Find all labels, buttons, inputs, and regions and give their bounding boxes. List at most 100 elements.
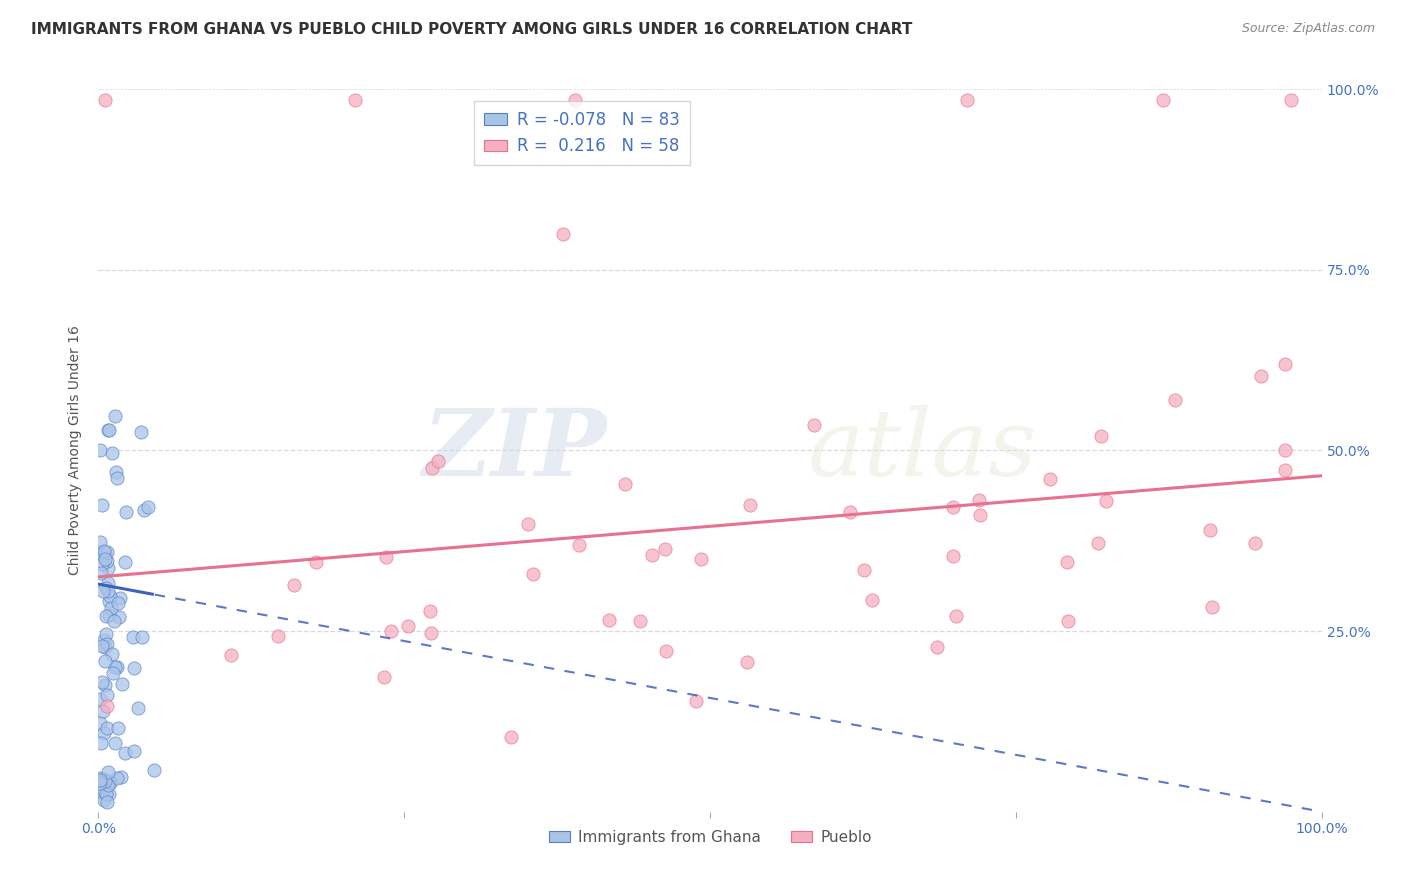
Point <box>942 500 965 514</box>
Point <box>89 692 111 706</box>
Point <box>501 731 523 745</box>
Point <box>96 688 118 702</box>
Point <box>1279 93 1302 107</box>
Point <box>89 773 111 788</box>
Point <box>852 563 875 577</box>
Point <box>93 632 115 647</box>
Point <box>267 629 290 643</box>
Point <box>127 701 149 715</box>
Point <box>956 93 979 107</box>
Point <box>97 583 120 598</box>
Point <box>105 470 128 484</box>
Point <box>97 765 120 780</box>
Point <box>143 764 166 778</box>
Point <box>735 655 758 669</box>
Point <box>522 567 544 582</box>
Point <box>122 630 145 644</box>
Point <box>97 773 120 788</box>
Point <box>564 93 586 107</box>
Point <box>375 549 398 564</box>
Point <box>90 557 112 571</box>
Point <box>96 582 118 596</box>
Text: atlas: atlas <box>808 406 1038 495</box>
Point <box>104 409 127 424</box>
Point <box>628 614 651 628</box>
Legend: Immigrants from Ghana, Pueblo: Immigrants from Ghana, Pueblo <box>543 824 877 851</box>
Point <box>110 770 132 784</box>
Point <box>96 721 118 735</box>
Point <box>305 556 328 570</box>
Point <box>1038 472 1060 486</box>
Point <box>654 542 676 557</box>
Point <box>105 771 128 785</box>
Point <box>380 624 402 638</box>
Point <box>1250 369 1272 384</box>
Point <box>93 93 115 107</box>
Point <box>1152 93 1174 107</box>
Point <box>96 608 118 623</box>
Point <box>969 492 991 507</box>
Point <box>90 785 112 799</box>
Point <box>93 773 115 788</box>
Point <box>97 561 120 575</box>
Point <box>111 676 134 690</box>
Point <box>93 726 115 740</box>
Point <box>1095 494 1118 508</box>
Point <box>1199 523 1222 537</box>
Point <box>942 549 965 563</box>
Point <box>100 600 122 615</box>
Point <box>96 627 118 641</box>
Point <box>1244 536 1267 550</box>
Point <box>420 461 443 475</box>
Point <box>641 548 664 562</box>
Point <box>108 591 131 605</box>
Point <box>98 589 121 603</box>
Point <box>93 544 115 558</box>
Point <box>96 637 118 651</box>
Point <box>115 504 138 518</box>
Point <box>568 538 591 552</box>
Point <box>89 535 111 549</box>
Point <box>114 555 136 569</box>
Point <box>91 498 114 512</box>
Point <box>221 648 243 663</box>
Point <box>96 698 118 713</box>
Point <box>93 784 115 798</box>
Point <box>96 795 118 809</box>
Point <box>132 503 155 517</box>
Point <box>96 545 118 559</box>
Point <box>94 654 117 668</box>
Point <box>89 716 111 731</box>
Point <box>1087 535 1109 549</box>
Point <box>101 648 124 662</box>
Point <box>104 466 127 480</box>
Point <box>89 776 111 790</box>
Text: Source: ZipAtlas.com: Source: ZipAtlas.com <box>1241 22 1375 36</box>
Point <box>1090 429 1112 443</box>
Point <box>1056 614 1078 628</box>
Point <box>94 678 117 692</box>
Point <box>104 736 127 750</box>
Point <box>100 446 122 460</box>
Point <box>104 659 127 673</box>
Point <box>96 554 118 568</box>
Point <box>1274 463 1296 477</box>
Point <box>1201 599 1223 614</box>
Point <box>136 500 159 514</box>
Point <box>89 547 111 561</box>
Point <box>91 583 114 598</box>
Point <box>89 772 111 786</box>
Point <box>517 516 540 531</box>
Point <box>98 607 121 622</box>
Point <box>98 594 121 608</box>
Point <box>90 736 112 750</box>
Point <box>738 498 761 512</box>
Text: IMMIGRANTS FROM GHANA VS PUEBLO CHILD POVERTY AMONG GIRLS UNDER 16 CORRELATION C: IMMIGRANTS FROM GHANA VS PUEBLO CHILD PO… <box>31 22 912 37</box>
Point <box>103 614 125 628</box>
Point <box>91 772 114 786</box>
Point <box>1056 555 1078 569</box>
Point <box>283 578 305 592</box>
Point <box>927 640 949 654</box>
Point <box>344 93 367 107</box>
Point <box>97 787 120 801</box>
